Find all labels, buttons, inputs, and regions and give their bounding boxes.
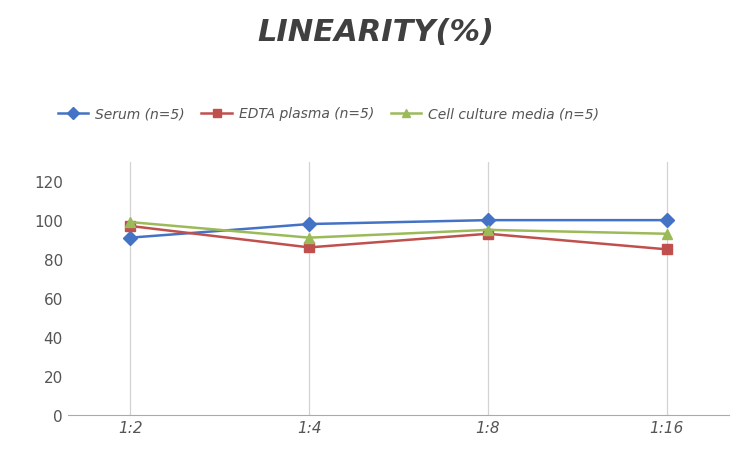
Serum (n=5) bbox=[126, 235, 135, 241]
Cell culture media (n=5) bbox=[484, 228, 493, 233]
Serum (n=5) bbox=[663, 218, 672, 223]
EDTA plasma (n=5) bbox=[663, 247, 672, 253]
Cell culture media (n=5) bbox=[126, 220, 135, 226]
Serum (n=5) bbox=[305, 222, 314, 227]
Line: Serum (n=5): Serum (n=5) bbox=[126, 216, 672, 243]
Cell culture media (n=5) bbox=[663, 231, 672, 237]
EDTA plasma (n=5) bbox=[126, 224, 135, 229]
Serum (n=5) bbox=[484, 218, 493, 223]
Cell culture media (n=5) bbox=[305, 235, 314, 241]
EDTA plasma (n=5) bbox=[484, 231, 493, 237]
Line: Cell culture media (n=5): Cell culture media (n=5) bbox=[126, 218, 672, 243]
Line: EDTA plasma (n=5): EDTA plasma (n=5) bbox=[126, 221, 672, 255]
EDTA plasma (n=5) bbox=[305, 245, 314, 251]
Legend: Serum (n=5), EDTA plasma (n=5), Cell culture media (n=5): Serum (n=5), EDTA plasma (n=5), Cell cul… bbox=[52, 101, 605, 127]
Text: LINEARITY(%): LINEARITY(%) bbox=[257, 18, 495, 47]
